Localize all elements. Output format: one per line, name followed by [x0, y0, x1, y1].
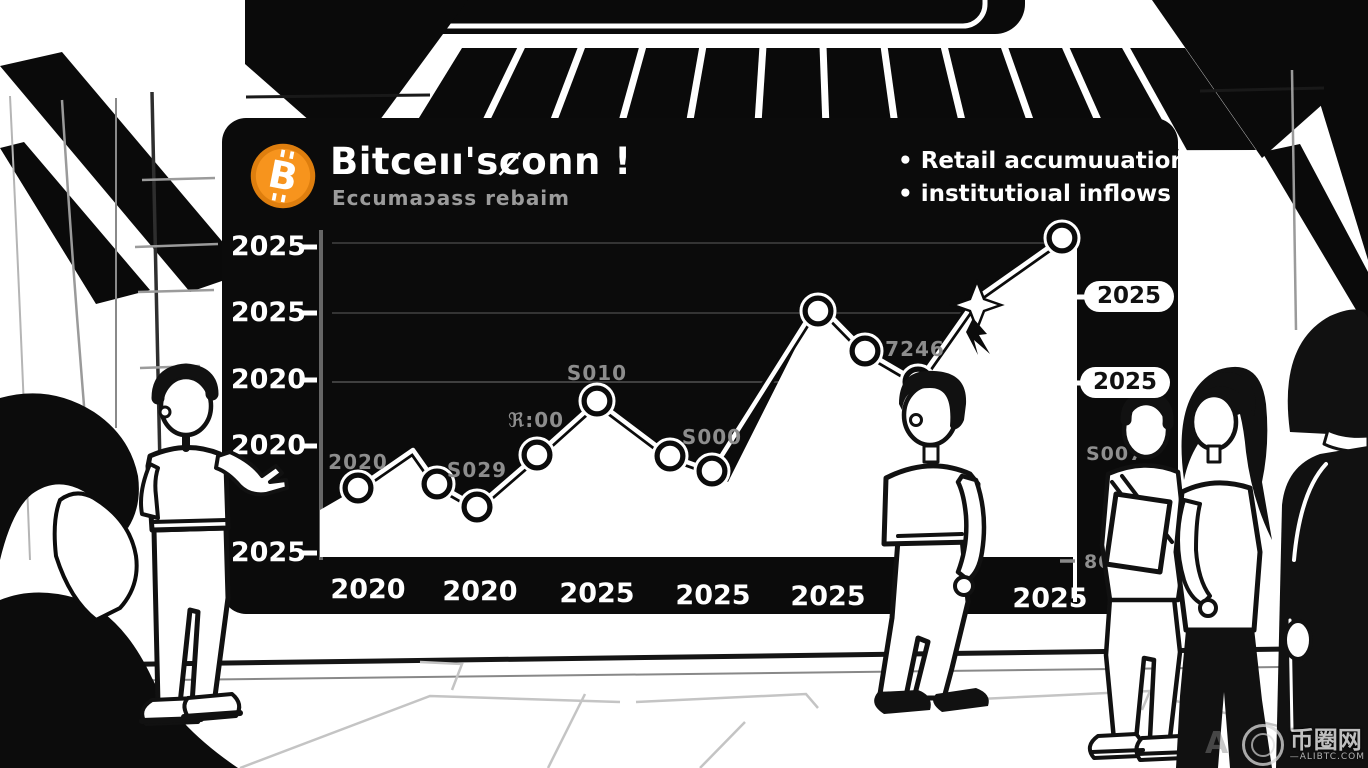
x-axis-label: 2025: [790, 581, 866, 612]
chart-title: Bitceıı'sȼonn !: [330, 140, 632, 183]
y-axis-label: 2020: [230, 364, 306, 395]
person-foreground-right: [1276, 309, 1368, 768]
y-axis-label: 2025: [230, 297, 306, 328]
x-axis-label: 2025: [675, 580, 751, 611]
right-wall-seam: [1290, 69, 1298, 331]
ceiling-panel-right: [1152, 0, 1368, 158]
wall-beam-right-b: [1262, 144, 1368, 330]
watermark-logo-icon: [1241, 724, 1284, 766]
data-point-label: S029: [446, 458, 508, 482]
ceiling-light-fixture: [385, 0, 1025, 34]
data-point-label: S010: [566, 361, 628, 385]
y-axis-label: 2025: [230, 231, 306, 262]
watermark-site: —ALIBTC.COM: [1289, 752, 1365, 762]
chart-subtitle: Eccumaɔass rebaim: [332, 186, 571, 210]
watermark-brand: 币圈网: [1289, 726, 1362, 754]
data-point-label: S000: [681, 425, 743, 449]
x-axis-label: 2020: [330, 574, 406, 605]
bitcoin-logo-icon: B: [248, 141, 318, 211]
right-axis-label: S007: [1086, 443, 1144, 465]
x-axis-label: 2020: [442, 576, 518, 607]
left-wall-seams: [9, 91, 219, 701]
watermark-faint-letter: A: [1205, 726, 1229, 761]
right-axis-label: 80:: [1084, 551, 1122, 573]
x-axis-label: 2025: [559, 578, 635, 609]
person-silhouette-foreground: [0, 393, 238, 768]
data-point-label: ℜ:00: [507, 408, 565, 432]
y-axis-label: 2020: [230, 430, 306, 461]
watermark: 币圈网 —ALIBTC.COM: [1241, 724, 1365, 766]
data-point-label: 2020: [328, 450, 388, 474]
bullet-item: institutioıal inflows: [898, 181, 1171, 207]
wall-beam-left-b: [0, 142, 150, 304]
bullet-list: Retail accumuuation institutioıal inflow…: [898, 148, 1187, 214]
wall-beam-right-a: [1308, 52, 1368, 260]
callout-badge: 2025: [1080, 367, 1171, 398]
x-axis-label: 2025: [1012, 583, 1088, 614]
callout-badge: 2025: [1084, 281, 1175, 312]
wall-beam-left-a: [0, 52, 248, 292]
floor-lines: [0, 645, 1368, 768]
person-woman: [1173, 366, 1272, 768]
bullet-item: Retail accumuuation: [898, 148, 1187, 174]
ceiling-seams: [245, 86, 1325, 99]
data-point-label: 7246: [885, 337, 945, 361]
y-axis-label: 2025: [230, 537, 306, 568]
